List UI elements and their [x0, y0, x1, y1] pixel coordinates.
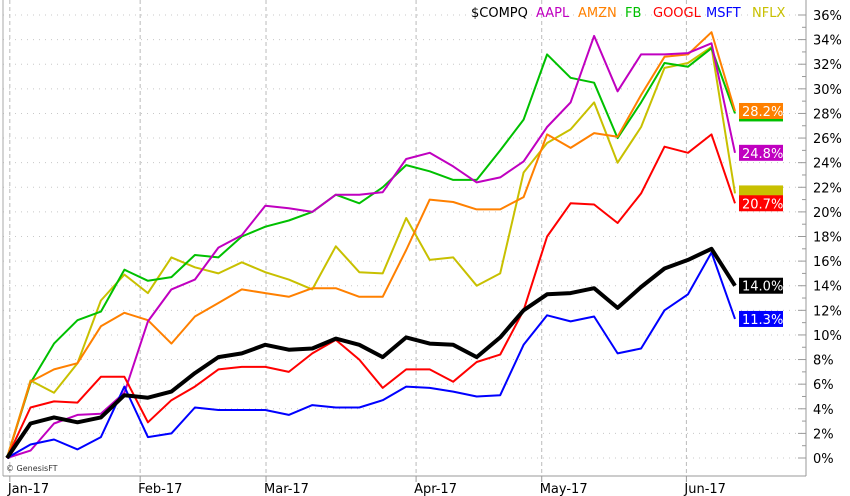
end-label-compq: 14.0%: [742, 280, 783, 295]
watermark: © GenesisFT: [6, 464, 58, 473]
series-line-fb: [6, 47, 736, 459]
legend-item-amzn: AMZN: [578, 6, 617, 21]
y-tick-label: 20%: [813, 206, 842, 221]
x-tick-label: May-17: [540, 482, 588, 496]
series-line-nflx: [6, 46, 736, 459]
y-tick-label: 6%: [813, 378, 834, 393]
legend-item-compq: $COMPQ: [471, 6, 528, 21]
x-tick-label: Mar-17: [264, 482, 309, 496]
legend-item-googl: GOOGL: [653, 6, 702, 21]
series-line-googl: [6, 133, 736, 459]
end-value-labels: 28.2% 24.8% 20.7% 14.0% 11.3%: [739, 102, 783, 328]
end-label-box-compq: [739, 277, 783, 294]
y-tick-label: 10%: [813, 329, 842, 344]
y-tick-label: 16%: [813, 255, 842, 270]
y-tick-label: 34%: [813, 34, 842, 49]
y-tick-label: 26%: [813, 132, 842, 147]
end-label-box-amzn: [739, 102, 783, 119]
grid: [3, 0, 806, 476]
y-tick-label: 24%: [813, 157, 842, 172]
end-label-aapl: 24.8%: [742, 147, 783, 162]
series-line-aapl: [6, 34, 736, 459]
y-tick-label: 22%: [813, 181, 842, 196]
end-label-amzn: 28.2%: [742, 105, 783, 120]
y-tick-label: 36%: [813, 9, 842, 24]
legend-item-aapl: AAPL: [536, 6, 570, 21]
x-tick-label: Feb-17: [138, 482, 182, 496]
x-tick-label: Apr-17: [414, 482, 457, 496]
legend-item-fb: FB: [625, 6, 641, 21]
end-label-box-aapl: [739, 144, 783, 161]
y-tick-label: 8%: [813, 354, 834, 369]
series-line-amzn: [6, 31, 736, 459]
x-tick-label: Jan-17: [7, 482, 49, 496]
x-tick-label: Jun-17: [683, 482, 726, 496]
end-label-googl: 20.7%: [742, 197, 783, 212]
y-tick-label: 4%: [813, 403, 834, 418]
end-label-box-msft: [739, 310, 783, 327]
legend-item-msft: MSFT: [706, 6, 741, 21]
y-tick-label: 0%: [813, 452, 834, 467]
series-lines: [5, 31, 737, 460]
y-tick-label: 14%: [813, 280, 842, 295]
end-label-box-googl: [739, 195, 783, 212]
y-tick-label: 18%: [813, 231, 842, 246]
legend: $COMPQ AAPL AMZN FB GOOGL MSFT NFLX: [471, 6, 785, 21]
y-tick-label: 30%: [813, 83, 842, 98]
legend-item-nflx: NFLX: [752, 6, 785, 21]
end-label-msft: 11.3%: [742, 313, 783, 328]
series-line-compq: [5, 246, 737, 460]
y-tick-label: 2%: [813, 427, 834, 442]
y-tick-label: 12%: [813, 304, 842, 319]
y-tick-label: 28%: [813, 107, 842, 122]
y-tick-label: 32%: [813, 58, 842, 73]
